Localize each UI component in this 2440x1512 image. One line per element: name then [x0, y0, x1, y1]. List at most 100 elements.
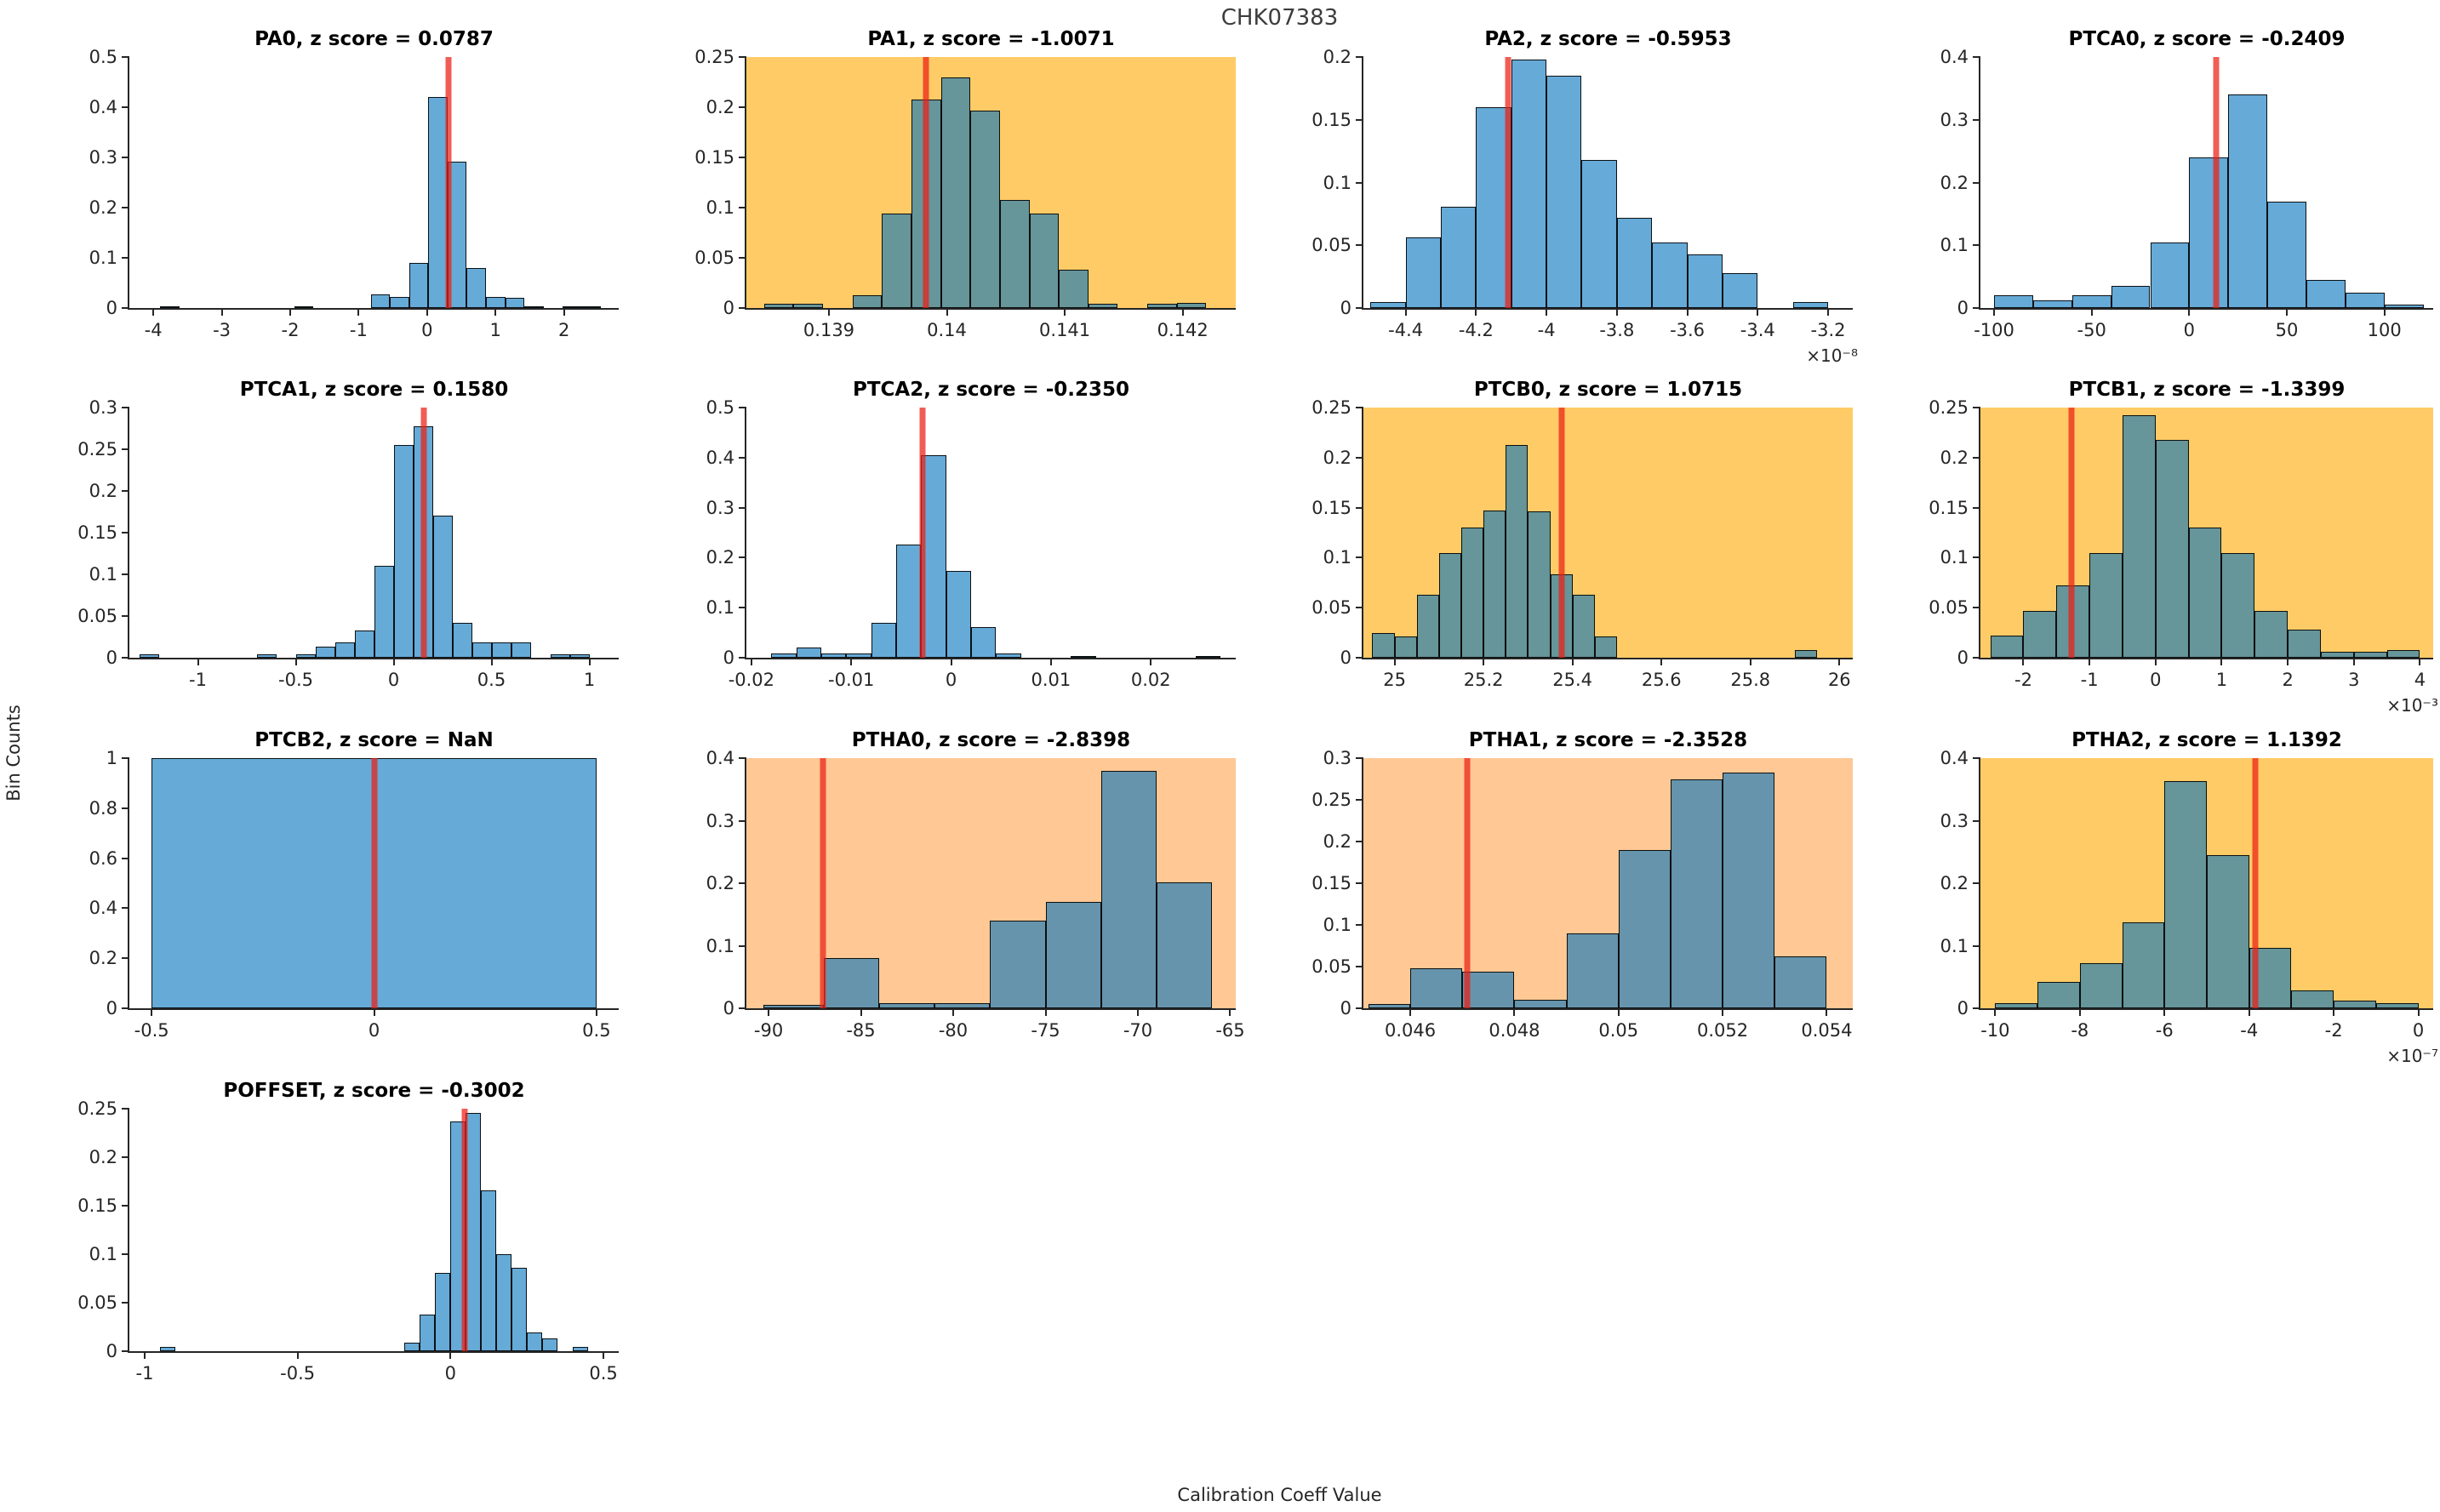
x-tick	[1993, 308, 1996, 316]
x-tick-label: 0	[945, 670, 957, 690]
y-tick-label: 0.05	[1929, 597, 1969, 619]
x-tick-label: -3.6	[1670, 320, 1706, 340]
x-tick	[1660, 658, 1663, 665]
y-tick-label: 0.2	[706, 547, 734, 568]
histogram-bar	[2037, 982, 2080, 1008]
z-score-marker-line	[1505, 57, 1511, 308]
histogram-bar	[2188, 528, 2222, 658]
histogram-bar	[763, 1005, 825, 1008]
histogram-bar	[471, 642, 492, 658]
histogram-bar	[2122, 415, 2156, 658]
y-tick	[739, 657, 746, 659]
histogram-bar	[1572, 594, 1595, 658]
histogram-bar	[354, 630, 374, 658]
x-tick	[2163, 1008, 2166, 1016]
figure-title: CHK07383	[1220, 5, 1339, 31]
subplot-PA2: -4.4 -4.2 -4 -3.8 -3.6 -3.4 -3.2 0 0.05 0.1 0.15 0.…	[1311, 28, 1858, 366]
y-tick-label: 0.4	[706, 447, 734, 468]
histogram-bar	[1618, 849, 1671, 1008]
x-tick-label: 0.14	[927, 320, 967, 340]
x-tick	[1722, 1008, 1724, 1016]
histogram-bar	[420, 1314, 436, 1351]
x-tick-label: -8	[2071, 1020, 2089, 1041]
y-tick-label: 0.2	[706, 97, 734, 117]
y-tick-label: 0.4	[89, 898, 117, 919]
y-tick-label: 0.5	[706, 397, 734, 418]
histogram-bar	[2155, 439, 2189, 658]
x-tick-label: -4.2	[1458, 320, 1494, 340]
y-tick-label: 0.4	[1940, 47, 1969, 67]
histogram-bar	[2023, 610, 2057, 658]
x-tick-label: 3	[2348, 670, 2360, 690]
histogram-bar	[542, 1338, 558, 1351]
x-tick	[143, 1351, 146, 1359]
y-tick-label: 0.1	[1323, 172, 1351, 193]
subplot-PTCA0: -100 -50 0 50 100 0 0.1 0.2 0.3 0.4 PTCA0, z score…	[1940, 28, 2433, 340]
histogram-bar	[334, 642, 355, 658]
histogram-bar	[1652, 242, 1688, 308]
x-tick-label: 25.4	[1552, 670, 1593, 690]
x-tick-label: 100	[2367, 320, 2402, 340]
y-tick-label: 0.25	[1311, 790, 1351, 810]
y-tick-label: 0.2	[1323, 47, 1351, 67]
x-axis-label: Calibration Coeff Value	[1177, 1485, 1382, 1505]
y-tick-label: 0.15	[1311, 497, 1351, 518]
x-tick-label: -4	[144, 320, 163, 340]
histogram-bar	[2122, 921, 2165, 1008]
histogram-bar	[1441, 206, 1477, 308]
histogram-bar	[2353, 651, 2387, 658]
histogram-bar	[1792, 301, 1829, 308]
x-tick-label: -2	[281, 320, 300, 340]
subplot-PTCB2: -0.5 0 0.5 0 0.2 0.4 0.6 0.8 1 PTCB2, z score = N…	[89, 729, 619, 1041]
histogram-bar	[1372, 632, 1395, 658]
y-tick	[1356, 799, 1363, 801]
x-tick	[1229, 1008, 1231, 1016]
y-tick	[122, 448, 129, 450]
y-tick-label: 0.3	[1940, 810, 1969, 831]
x-tick	[1513, 1008, 1516, 1016]
y-tick-label: 0.1	[1323, 547, 1351, 568]
x-tick-label: 0.052	[1697, 1020, 1749, 1041]
y-tick-label: 0.1	[1940, 235, 1969, 256]
histogram-bar	[1394, 636, 1417, 658]
x-tick	[2090, 308, 2093, 316]
y-tick	[1973, 456, 1980, 459]
histogram-bar	[527, 1332, 543, 1351]
x-tick	[1475, 308, 1477, 316]
x-tick	[426, 308, 428, 316]
histogram-bar	[771, 653, 797, 658]
histogram-bar	[432, 516, 453, 658]
y-tick-label: 0.4	[706, 748, 734, 768]
x-tick	[494, 308, 497, 316]
plot-background-white	[129, 57, 619, 308]
y-tick	[1356, 607, 1363, 609]
y-tick-label: 0	[1340, 648, 1351, 668]
x-tick-label: -0.5	[278, 670, 313, 690]
plot-background-white	[746, 408, 1236, 658]
x-tick	[2383, 308, 2386, 316]
histogram-bar	[1514, 1000, 1567, 1008]
x-tick-label: -0.5	[134, 1020, 169, 1041]
y-tick-label: 0.25	[694, 47, 734, 67]
y-tick-label: 0.25	[1311, 397, 1351, 418]
y-tick-label: 0.15	[694, 147, 734, 168]
x-tick	[2089, 658, 2091, 665]
histogram-bar	[1506, 444, 1529, 658]
y-tick-label: 0	[106, 1341, 117, 1361]
x-tick	[827, 308, 830, 316]
z-score-marker-line	[923, 57, 929, 308]
z-score-marker-line	[420, 408, 427, 658]
x-tick-label: -3	[213, 320, 231, 340]
y-tick	[122, 1302, 129, 1304]
x-tick-label: -80	[938, 1020, 969, 1041]
y-tick	[1973, 657, 1980, 659]
histogram-bar	[524, 305, 544, 308]
x-tick	[357, 308, 360, 316]
x-tick-label: 0.01	[1031, 670, 1071, 690]
histogram-bar	[2334, 1001, 2376, 1008]
histogram-bar	[2228, 94, 2268, 308]
histogram-bar	[1438, 552, 1461, 658]
histogram-bar	[2288, 630, 2321, 658]
y-tick	[739, 307, 746, 309]
x-tick	[373, 1008, 375, 1016]
